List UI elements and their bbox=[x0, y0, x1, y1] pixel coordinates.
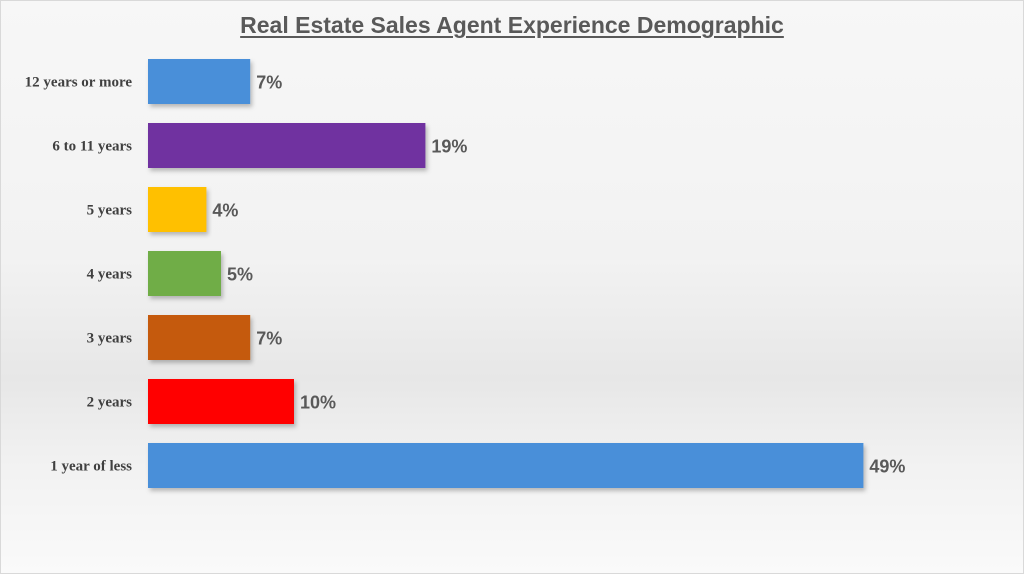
data-label: 5% bbox=[227, 265, 253, 285]
category-label: 5 years bbox=[87, 203, 133, 219]
category-label: 12 years or more bbox=[25, 75, 133, 91]
category-label: 2 years bbox=[87, 395, 133, 411]
bars-group: 12 years or more 7% 6 to 11 years 19% 5 year… bbox=[25, 59, 905, 488]
chart-title: Real Estate Sales Agent Experience Demog… bbox=[240, 12, 784, 38]
bar bbox=[148, 251, 221, 296]
bar bbox=[148, 443, 864, 488]
data-label: 7% bbox=[256, 73, 282, 93]
data-label: 10% bbox=[300, 393, 336, 413]
bar bbox=[148, 379, 294, 424]
category-label: 6 to 11 years bbox=[52, 139, 132, 155]
category-label: 3 years bbox=[87, 331, 133, 347]
bar bbox=[148, 315, 251, 360]
bar bbox=[148, 59, 251, 104]
bar bbox=[148, 187, 207, 232]
category-label: 4 years bbox=[87, 267, 133, 283]
category-label: 1 year of less bbox=[50, 459, 132, 475]
data-label: 4% bbox=[212, 201, 238, 221]
bar bbox=[148, 123, 426, 168]
data-label: 7% bbox=[256, 329, 282, 349]
data-label: 19% bbox=[431, 137, 467, 157]
data-label: 49% bbox=[869, 457, 905, 477]
